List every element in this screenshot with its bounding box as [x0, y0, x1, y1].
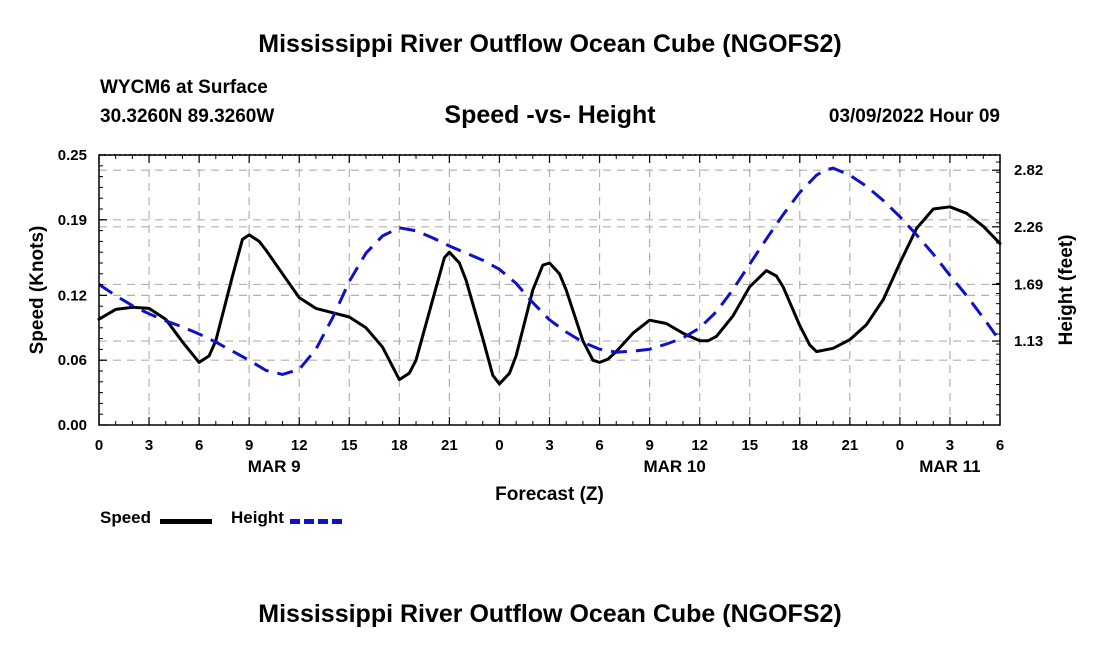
y-tick-label: 0.00 — [58, 417, 87, 434]
coordinates-label: 30.3260N 89.3260W — [100, 106, 275, 127]
y2-tick-label: 2.82 — [1014, 162, 1043, 179]
x-tick-label: 15 — [741, 437, 758, 454]
legend-speed-label: Speed — [100, 508, 152, 527]
x-axis-label: Forecast (Z) — [495, 484, 604, 505]
x-tick-label: 3 — [145, 437, 153, 454]
y-tick-label: 0.06 — [58, 352, 87, 369]
x-tick-label: 0 — [95, 437, 103, 454]
y-tick-label: 0.12 — [58, 287, 87, 304]
x-tick-label: 15 — [341, 437, 358, 454]
x-tick-label: 6 — [996, 437, 1004, 454]
axes: 0 3 6 9 12 15 18 21 0 3 6 9 12 15 18 21 0 3 6 MAR 9 MAR 10 MA… — [58, 147, 1043, 476]
date-label: MAR 9 — [248, 457, 301, 476]
x-tick-label: 18 — [791, 437, 808, 454]
x-tick-label: 18 — [391, 437, 408, 454]
date-label: MAR 11 — [919, 457, 980, 476]
speed-series-line — [97, 205, 1002, 386]
x-tick-label: 9 — [645, 437, 653, 454]
legend-height-swatch — [290, 519, 342, 524]
x-tick-label: 12 — [291, 437, 308, 454]
x-tick-label: 6 — [595, 437, 603, 454]
x-tick-label: 3 — [545, 437, 553, 454]
y-tick-label: 0.19 — [58, 212, 87, 229]
y2-tick-label: 2.26 — [1014, 219, 1043, 236]
x-tick-label: 21 — [441, 437, 458, 454]
y-axis-label: Speed (Knots) — [27, 226, 48, 355]
x-tick-label: 12 — [691, 437, 708, 454]
legend-height-label: Height — [231, 508, 284, 527]
x-tick-label: 0 — [896, 437, 904, 454]
y2-tick-label: 1.13 — [1014, 333, 1043, 350]
y2-axis-label: Height (feet) — [1056, 235, 1077, 346]
x-tick-label: 9 — [245, 437, 253, 454]
chart-subtitle: Speed -vs- Height — [444, 101, 656, 129]
series-layer — [97, 166, 1002, 386]
x-tick-label: 0 — [495, 437, 503, 454]
x-tick-label: 21 — [841, 437, 858, 454]
height-series-line — [98, 166, 1002, 376]
date-label: MAR 10 — [643, 457, 705, 476]
chart-title: Mississippi River Outflow Ocean Cube (NG… — [258, 30, 842, 58]
y2-tick-label: 1.69 — [1014, 276, 1043, 293]
forecast-datetime: 03/09/2022 Hour 09 — [828, 106, 1000, 127]
x-tick-label: 6 — [195, 437, 203, 454]
legend-speed-swatch — [160, 519, 212, 524]
grid — [99, 154, 1000, 425]
footer-title: Mississippi River Outflow Ocean Cube (NG… — [258, 600, 842, 628]
x-tick-label: 3 — [946, 437, 954, 454]
station-label: WYCM6 at Surface — [100, 77, 268, 98]
y-tick-label: 0.25 — [58, 147, 87, 164]
